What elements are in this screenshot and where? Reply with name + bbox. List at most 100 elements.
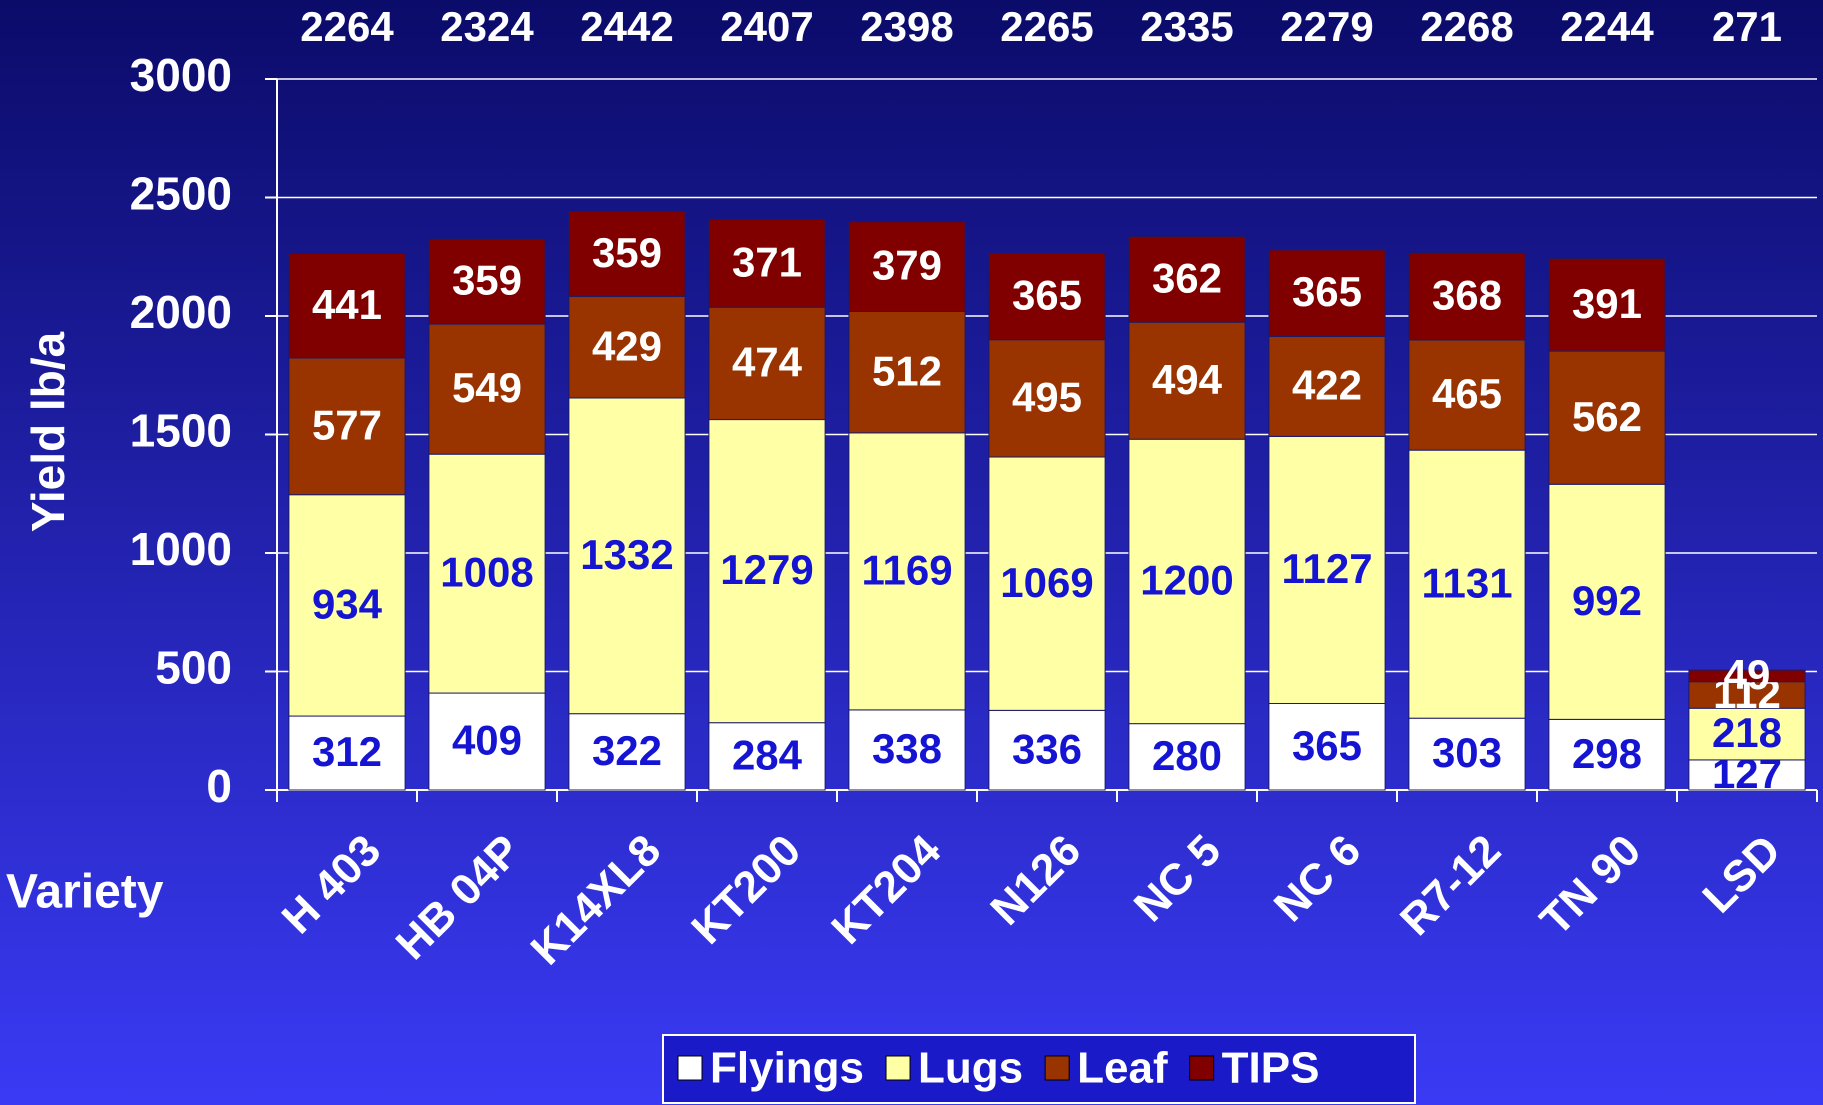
data-label: 494 [1152, 356, 1223, 403]
bar-segment [568, 295, 686, 399]
data-label: 365 [1012, 272, 1082, 319]
total-label: 2268 [1420, 3, 1513, 50]
bar-segment [288, 357, 406, 496]
y-tick-label: 2500 [130, 168, 232, 220]
bar-segment [708, 419, 826, 724]
bar-segment [848, 221, 966, 312]
data-label: 465 [1432, 370, 1502, 417]
data-label: 422 [1292, 361, 1362, 408]
legend-label: TIPS [1222, 1044, 1320, 1093]
y-tick-label: 1000 [130, 523, 232, 575]
data-label: 338 [872, 725, 942, 772]
legend-swatch [1044, 1055, 1070, 1081]
legend-swatch [677, 1055, 703, 1081]
bar-segment [1128, 438, 1246, 725]
bar-segment [428, 323, 546, 455]
total-label: 2264 [300, 3, 394, 50]
data-label: 512 [872, 347, 942, 394]
data-label: 365 [1292, 722, 1362, 769]
bar-segment [848, 432, 966, 711]
bar-segment [1408, 449, 1526, 719]
bar-segment [848, 709, 966, 791]
data-label: 992 [1572, 577, 1642, 624]
total-label: 2279 [1280, 3, 1373, 50]
bar-segment [1548, 483, 1666, 720]
legend-label: Flyings [710, 1044, 864, 1093]
data-label: 362 [1152, 254, 1222, 301]
data-label: 495 [1012, 373, 1082, 420]
y-tick-label: 0 [206, 760, 232, 812]
total-label: 2407 [720, 3, 813, 50]
data-label: 303 [1432, 729, 1502, 776]
total-label: 2265 [1000, 3, 1093, 50]
total-label: 2442 [580, 3, 673, 50]
bar-segment [428, 692, 546, 791]
legend-swatch [1189, 1055, 1215, 1081]
data-label: 441 [312, 281, 382, 328]
bar-segment [1408, 339, 1526, 451]
bar-segment [988, 252, 1106, 341]
bar-segment [1268, 249, 1386, 337]
bar-segment [568, 397, 686, 715]
y-tick-label: 3000 [130, 49, 232, 101]
bar-segment [988, 709, 1106, 791]
data-label: 284 [732, 731, 803, 778]
data-label: 1169 [861, 546, 952, 593]
y-tick-label: 1500 [130, 405, 232, 457]
total-label: 271 [1712, 3, 1782, 50]
bar-segment [568, 210, 686, 297]
data-label: 409 [452, 717, 522, 764]
data-label: 1200 [1140, 557, 1233, 604]
bar-segment [1548, 257, 1666, 352]
data-label: 1008 [440, 549, 533, 596]
bar-segment [708, 306, 826, 421]
bar-segment [428, 238, 546, 325]
data-label: 1069 [1000, 559, 1093, 606]
total-label: 2398 [860, 3, 953, 50]
data-label: 934 [312, 580, 383, 627]
data-label: 49 [1724, 651, 1771, 698]
legend-label: Leaf [1077, 1044, 1168, 1093]
data-label: 1131 [1421, 559, 1512, 606]
y-axis-label: Yield lb/a [22, 331, 74, 532]
total-label: 2244 [1560, 3, 1654, 50]
bar-segment [288, 252, 406, 359]
bar-segment [988, 339, 1106, 458]
legend-box [662, 1034, 1416, 1104]
y-tick-label: 500 [155, 642, 232, 694]
bar-segment [428, 453, 546, 694]
data-label: 1279 [720, 546, 813, 593]
data-label: 1332 [580, 531, 673, 578]
data-label: 1127 [1281, 545, 1372, 592]
bar-segment [708, 218, 826, 308]
data-label: 359 [452, 257, 522, 304]
bar-segment [288, 494, 406, 717]
bar-segment [1268, 702, 1386, 791]
x-axis-label: Variety [6, 866, 164, 919]
data-label: 562 [1572, 393, 1642, 440]
bar-segment [1128, 321, 1246, 440]
legend-swatch [885, 1055, 911, 1081]
data-label: 322 [592, 727, 662, 774]
bar-segment [1688, 681, 1806, 709]
data-label: 549 [452, 364, 522, 411]
bar-segment [1408, 252, 1526, 341]
bar-segment [1688, 759, 1806, 791]
data-label: 298 [1572, 730, 1642, 777]
data-label: 429 [592, 322, 662, 369]
data-label: 371 [732, 238, 802, 285]
data-label: 359 [592, 229, 662, 276]
y-tick-label: 2000 [130, 286, 232, 338]
bar-segment [708, 722, 826, 791]
data-label: 218 [1712, 709, 1782, 756]
data-label: 577 [312, 401, 382, 448]
bar-segment [1128, 235, 1246, 323]
data-label: 368 [1432, 271, 1502, 318]
data-label: 391 [1572, 280, 1642, 327]
data-label: 474 [732, 338, 803, 385]
data-label: 312 [312, 728, 382, 775]
bar-segment [288, 715, 406, 791]
data-label: 336 [1012, 725, 1082, 772]
